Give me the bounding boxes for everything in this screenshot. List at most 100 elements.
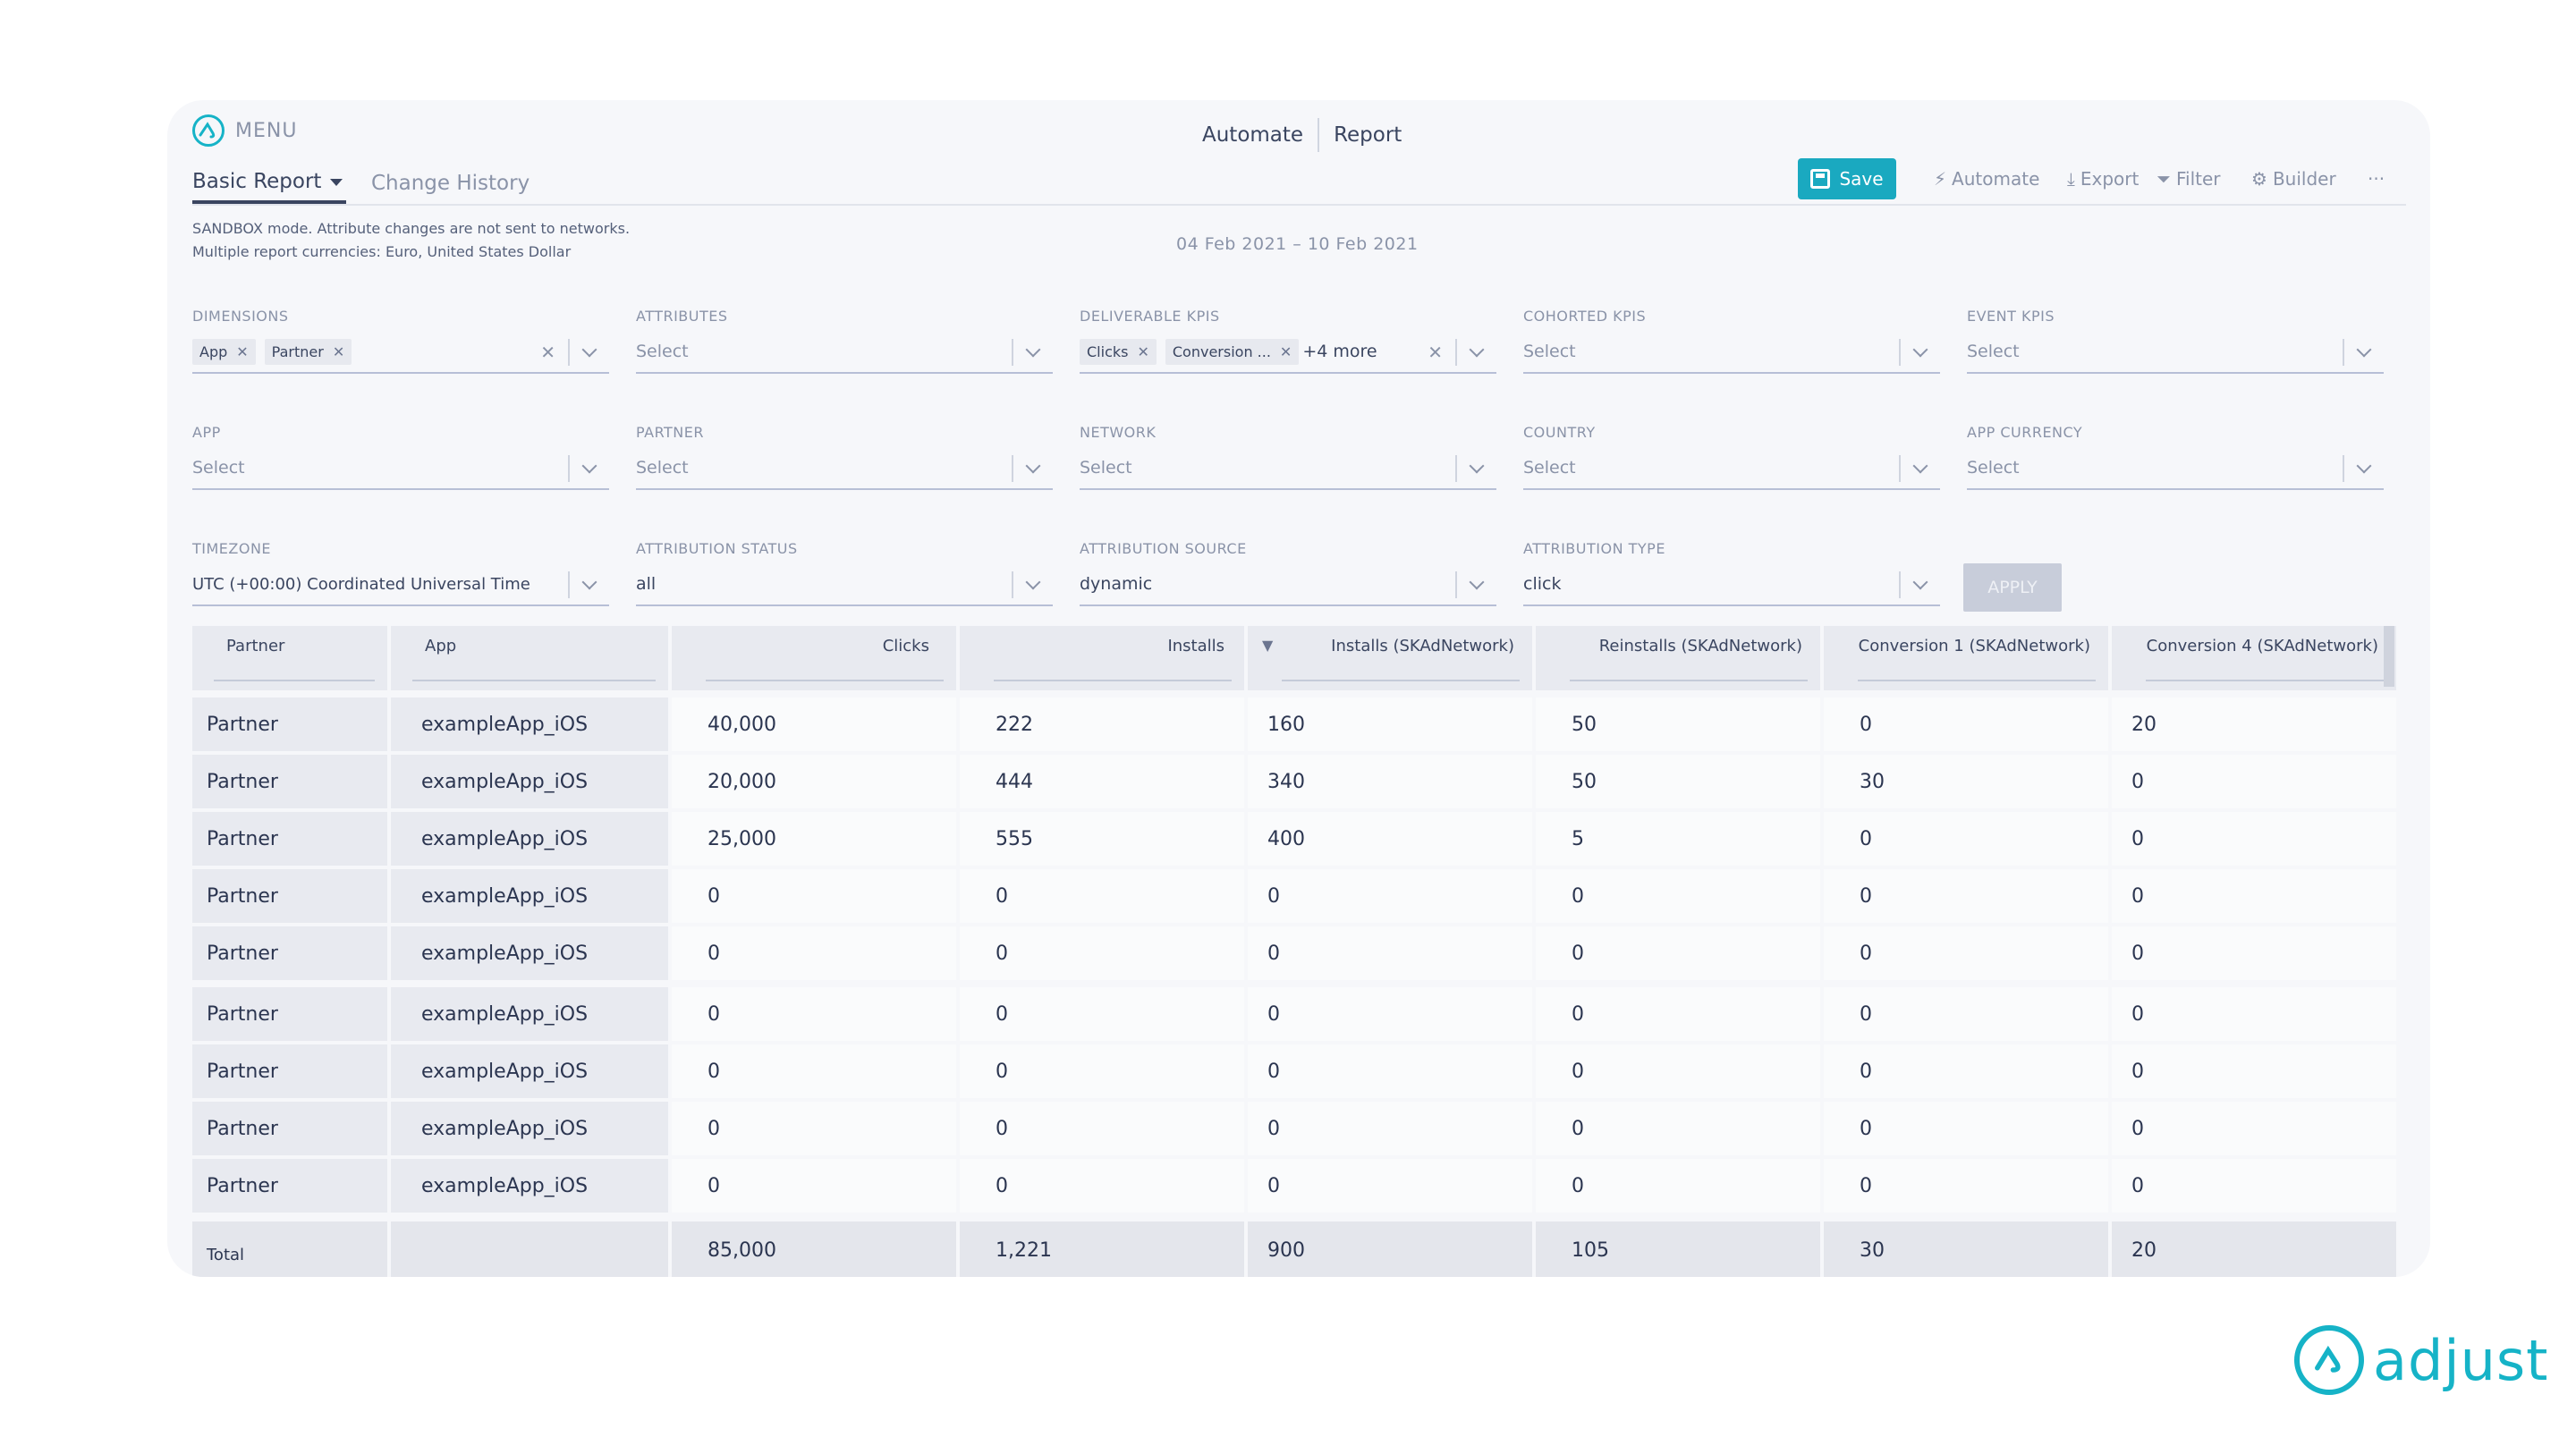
table-cell-conversion1-skan: 0 [1824,869,2108,923]
tab-change-history[interactable]: Change History [371,172,530,195]
column-header-conversion4-skan[interactable]: Conversion 4 (SKAdNetwork) [2112,626,2396,690]
builder-button[interactable]: ⚙ Builder [2251,168,2336,190]
date-range[interactable]: 04 Feb 2021 – 10 Feb 2021 [1176,234,1419,254]
app-select[interactable]: Select [192,447,609,490]
table-cell-conversion4-skan: 0 [2112,926,2396,980]
column-header-installs-skan[interactable]: Installs (SKAdNetwork) ▼ [1248,626,1532,690]
event-kpis-placeholder: Select [1967,342,2020,361]
deliverable-kpis-select[interactable]: Clicks ✕ Conversion ... ✕ +4 more ✕ [1080,331,1496,374]
table-cell-conversion1-skan: 0 [1824,697,2108,751]
nav-automate[interactable]: Automate [1202,123,1304,147]
dimensions-select[interactable]: App ✕ Partner ✕ ✕ [192,331,609,374]
table-cell-installs: 222 [960,697,1244,751]
total-cell-partner: Total [192,1221,387,1277]
table-cell-installs: 444 [960,755,1244,808]
partner-label: PARTNER [636,424,704,441]
chevron-down-icon[interactable] [1469,458,1485,474]
chevron-down-icon[interactable] [1025,458,1041,474]
chevron-down-icon[interactable] [1912,342,1928,358]
select-controls [1443,571,1496,599]
table-cell-installs-skan: 340 [1248,755,1532,808]
chevron-down-icon[interactable] [581,342,597,358]
table-cell-installs-skan: 0 [1248,1159,1532,1213]
event-kpis-select[interactable]: Select [1967,331,2384,374]
nav-separator [1318,118,1320,152]
country-select[interactable]: Select [1523,447,1940,490]
chevron-down-icon[interactable] [1469,342,1485,358]
chevron-down-icon[interactable] [581,458,597,474]
nav-report[interactable]: Report [1334,123,1402,147]
filter-button[interactable]: ⏷ Filter [2157,168,2221,190]
table-cell-partner: Partner [192,926,387,980]
currency-notice: Multiple report currencies: Euro, United… [192,243,572,260]
network-select[interactable]: Select [1080,447,1496,490]
column-header-clicks[interactable]: Clicks [672,626,956,690]
table-cell-reinstalls-skan: 0 [1536,1044,1820,1098]
table-cell-conversion1-skan: 0 [1824,1159,2108,1213]
partner-select[interactable]: Select [636,447,1053,490]
automate-button[interactable]: ⚡ Automate [1934,168,2039,190]
save-disk-icon [1810,169,1831,189]
table-cell-installs: 0 [960,926,1244,980]
select-separator [1012,571,1013,598]
chip-remove-icon[interactable]: ✕ [1137,342,1149,360]
more-kpis-link[interactable]: +4 more [1302,342,1377,361]
chevron-down-icon[interactable] [1469,574,1485,590]
cohorted-kpis-select[interactable]: Select [1523,331,1940,374]
timezone-select[interactable]: UTC (+00:00) Coordinated Universal Time [192,563,609,606]
app-currency-placeholder: Select [1967,458,2020,478]
clear-icon[interactable]: ✕ [1428,342,1443,363]
network-label: NETWORK [1080,424,1157,441]
select-controls [555,454,609,483]
column-header-conversion1-skan[interactable]: Conversion 1 (SKAdNetwork) [1824,626,2108,690]
chevron-down-icon[interactable] [581,574,597,590]
table-cell-app: exampleApp_iOS [391,1102,668,1155]
select-controls [1443,454,1496,483]
chevron-down-icon[interactable] [2356,342,2372,358]
attribution-source-select[interactable]: dynamic [1080,563,1496,606]
adjust-brand-icon [2294,1325,2364,1395]
save-label: Save [1839,168,1884,190]
attribution-status-value: all [636,574,657,594]
automate-label: Automate [1952,168,2040,190]
column-header-installs[interactable]: Installs [960,626,1244,690]
column-header-partner[interactable]: Partner [192,626,387,690]
app-currency-select[interactable]: Select [1967,447,2384,490]
table-cell-partner: Partner [192,755,387,808]
chip-remove-icon[interactable]: ✕ [332,342,345,360]
table-cell-app: exampleApp_iOS [391,987,668,1041]
table-cell-app: exampleApp_iOS [391,697,668,751]
total-cell-installs: 1,221 [960,1221,1244,1277]
adjust-logo-icon[interactable] [192,114,225,147]
column-header-label: Reinstalls (SKAdNetwork) [1598,637,1802,655]
table-cell-partner: Partner [192,812,387,866]
chevron-down-icon[interactable] [1912,458,1928,474]
sort-desc-icon[interactable]: ▼ [1262,637,1274,654]
chevron-down-icon[interactable] [1025,574,1041,590]
export-button[interactable]: ⤓ Export [2067,168,2139,190]
attributes-select[interactable]: Select [636,331,1053,374]
chip-remove-icon[interactable]: ✕ [1279,342,1292,360]
chevron-down-icon[interactable] [1025,342,1041,358]
table-cell-installs-skan: 400 [1248,812,1532,866]
chip-remove-icon[interactable]: ✕ [236,342,249,360]
attribution-status-select[interactable]: all [636,563,1053,606]
gear-icon: ⚙ [2251,168,2267,190]
column-header-reinstalls-skan[interactable]: Reinstalls (SKAdNetwork) [1536,626,1820,690]
table-scrollbar[interactable] [2384,626,2394,687]
select-controls [2330,454,2384,483]
select-controls: ✕ [540,338,609,367]
column-header-app[interactable]: App [391,626,668,690]
attribution-type-select[interactable]: click [1523,563,1940,606]
select-controls [999,571,1053,599]
clear-icon[interactable]: ✕ [540,342,555,363]
menu-button[interactable]: MENU [235,120,298,142]
table-cell-app: exampleApp_iOS [391,755,668,808]
tab-basic-report[interactable]: Basic Report [192,170,346,204]
more-options-icon[interactable]: ··· [2368,168,2385,190]
chevron-down-icon[interactable] [1912,574,1928,590]
chevron-down-icon[interactable] [2356,458,2372,474]
save-button[interactable]: Save [1798,158,1896,199]
apply-button[interactable]: APPLY [1963,563,2062,612]
table-cell-reinstalls-skan: 0 [1536,1102,1820,1155]
